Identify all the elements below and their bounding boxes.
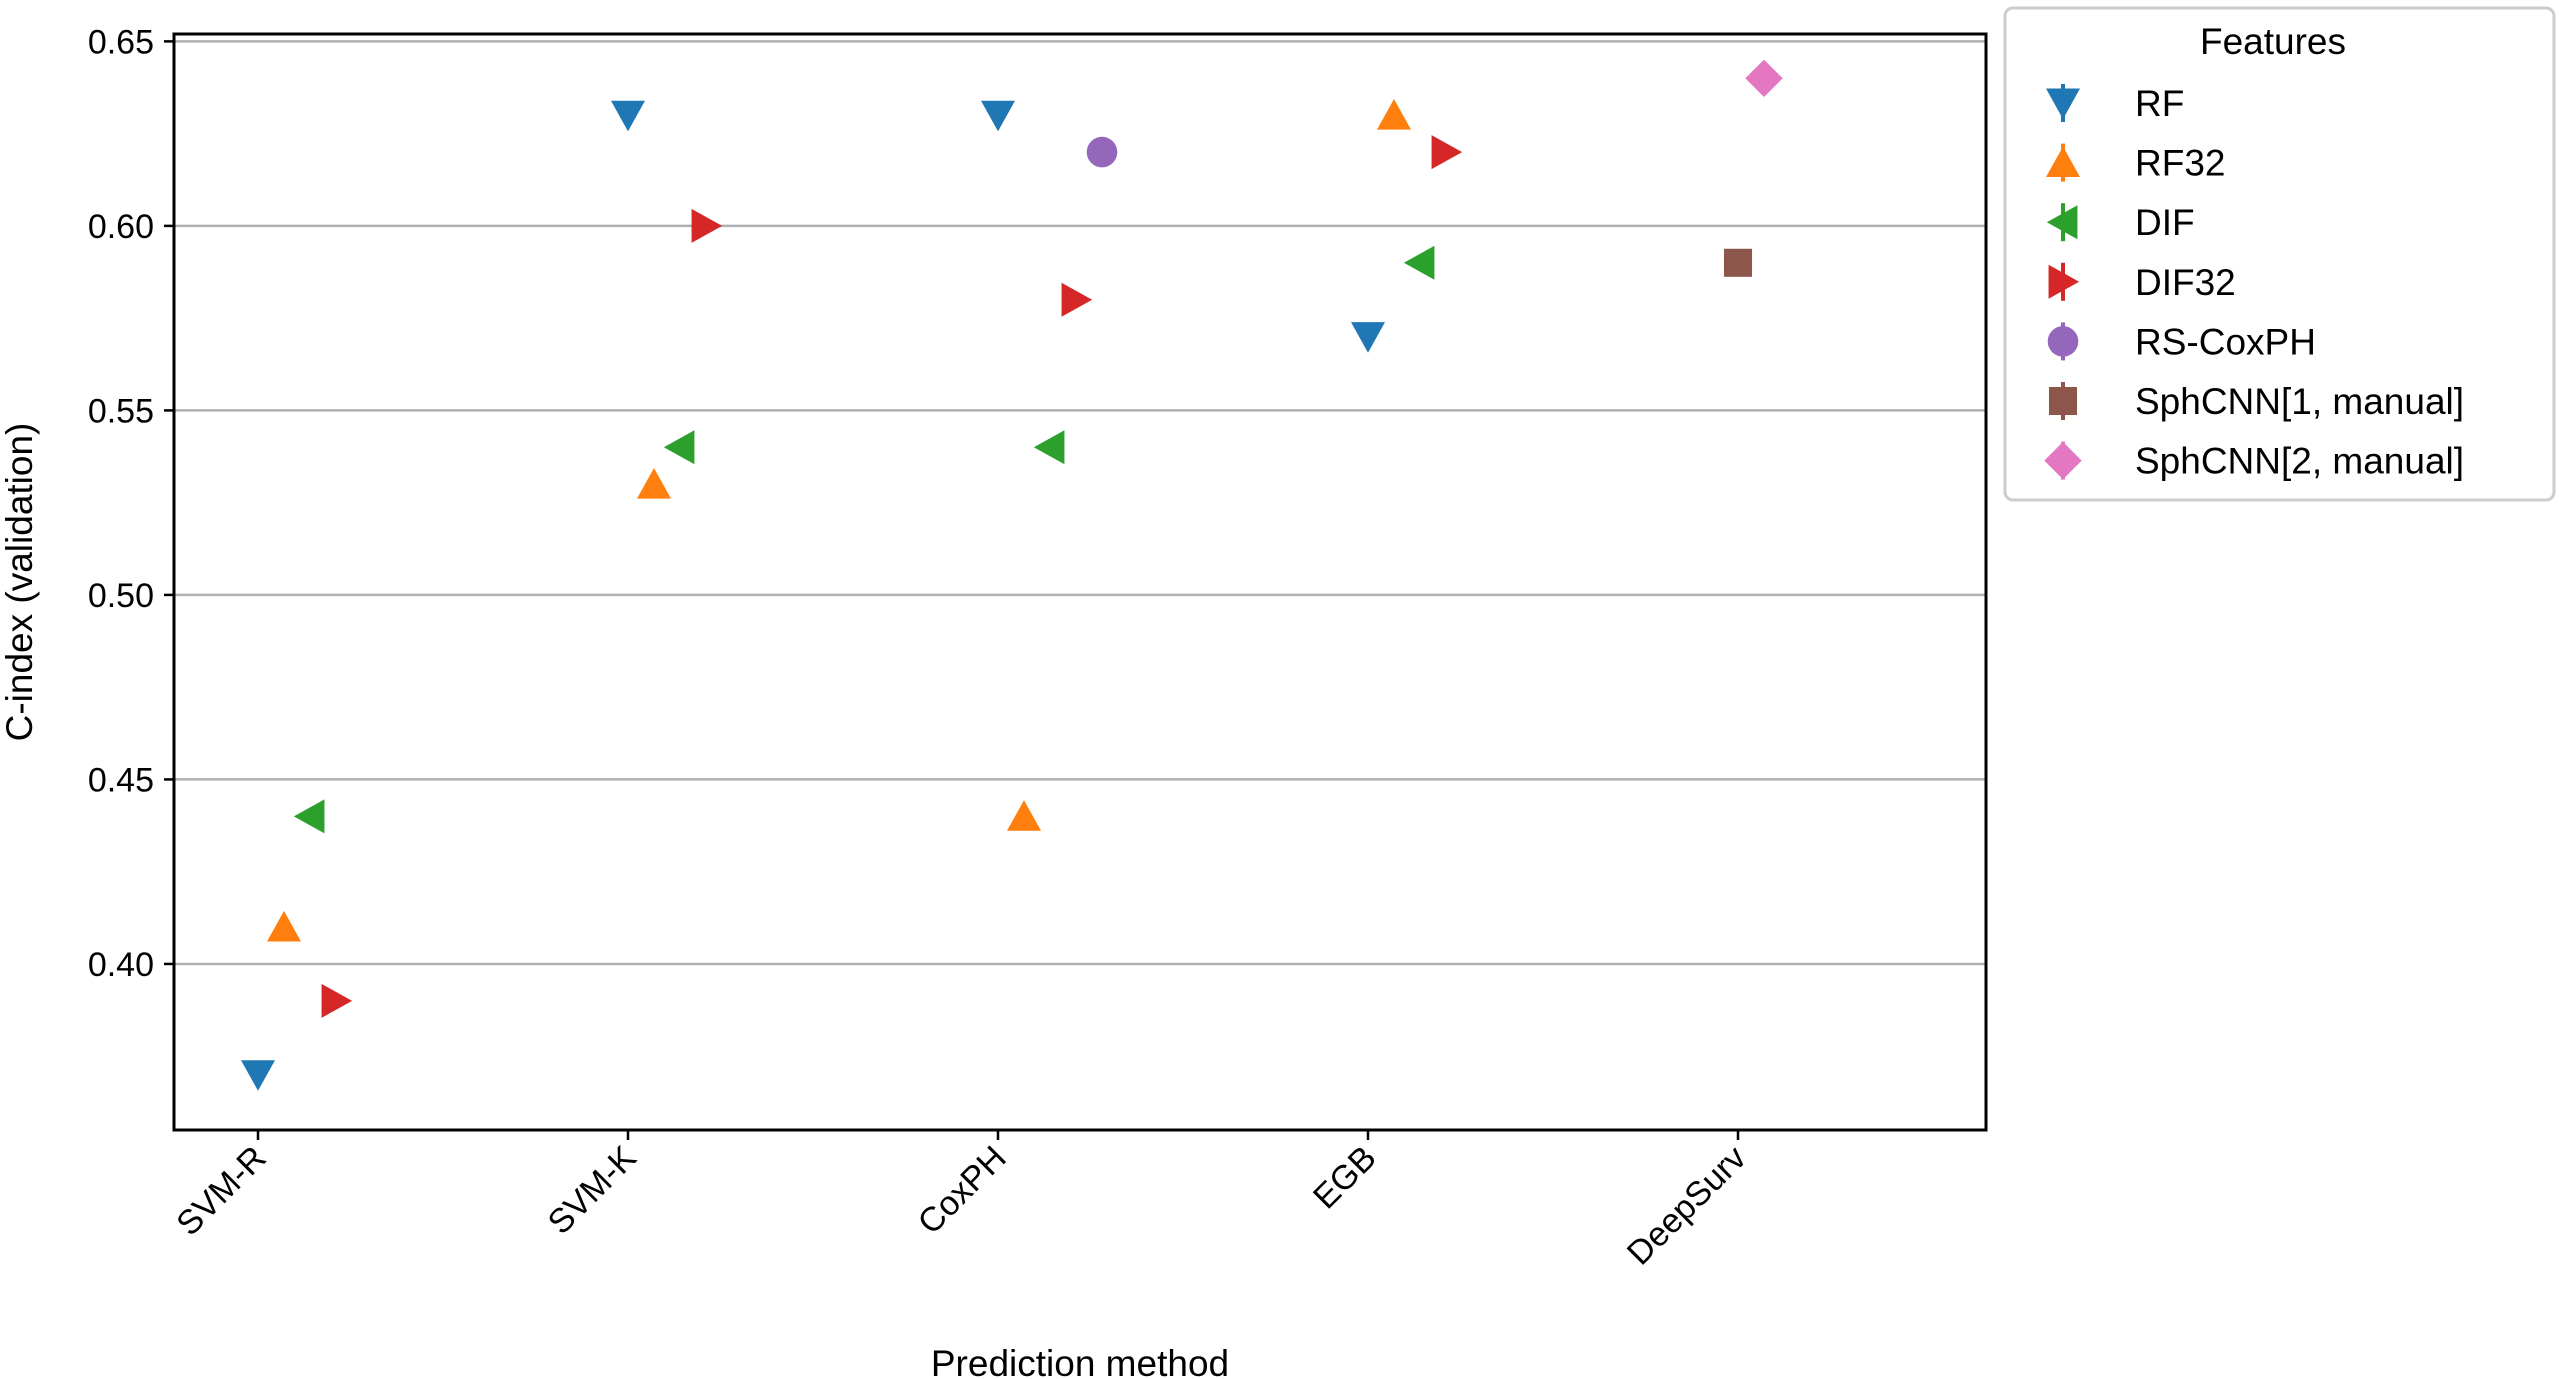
legend-entries: RF RF32 DIF DIF32 RS-CoxPH SphCNN[1, manual] S… [2044, 83, 2464, 482]
y-tick-label: 0.65 [88, 23, 154, 61]
data-points [241, 59, 1783, 1091]
data-point [663, 430, 695, 465]
legend-title: Features [2200, 21, 2346, 62]
y-axis-label: C-index (validation) [0, 423, 40, 742]
plot-frame [172, 32, 1988, 1132]
x-axis-label: Prediction method [931, 1343, 1229, 1379]
data-point [1431, 135, 1463, 170]
data-point [1086, 136, 1118, 168]
x-tick-label: EGB [1306, 1139, 1384, 1217]
legend-label: DIF32 [2135, 262, 2236, 303]
data-point [293, 799, 325, 834]
data-point [637, 468, 671, 499]
x-tick-label: DeepSurv [1620, 1139, 1754, 1273]
data-point [691, 208, 723, 243]
y-tick-label: 0.60 [88, 208, 154, 246]
x-tick-label: SVM-R [169, 1139, 273, 1243]
data-point [611, 100, 645, 132]
data-point [321, 983, 353, 1018]
legend-marker [2044, 441, 2082, 480]
data-point [267, 910, 301, 942]
grid-lines [174, 40, 1986, 966]
data-point [1007, 800, 1041, 831]
data-point [1745, 59, 1783, 97]
legend-label: DIF [2135, 202, 2195, 243]
legend-marker [2047, 326, 2079, 357]
y-tick-label: 0.45 [88, 761, 154, 799]
legend: Features RF RF32 DIF DIF32 RS-CoxPH SphCNN[1,… [2003, 6, 2556, 502]
y-axis-ticks: 0.40 0.45 0.50 0.55 0.60 0.65 [88, 23, 174, 984]
data-point [1723, 248, 1753, 277]
legend-marker [2048, 386, 2078, 416]
data-point [1033, 430, 1065, 465]
legend-box [2003, 6, 2556, 502]
legend-marker [2046, 205, 2078, 240]
data-point [241, 1060, 275, 1091]
data-point [1061, 282, 1093, 317]
y-tick-label: 0.40 [88, 946, 154, 984]
legend-label: SphCNN[2, manual] [2135, 441, 2464, 482]
legend-label: RF [2135, 83, 2184, 124]
y-tick-label: 0.50 [88, 577, 154, 615]
x-tick-label: SVM-K [541, 1139, 644, 1242]
data-point [981, 100, 1015, 132]
y-tick-label: 0.55 [88, 392, 154, 430]
legend-marker [2048, 264, 2080, 299]
legend-label: RS-CoxPH [2135, 321, 2316, 362]
legend-marker [2046, 88, 2080, 120]
legend-marker [2046, 146, 2080, 178]
x-tick-label: CoxPH [911, 1139, 1014, 1242]
legend-label: SphCNN[1, manual] [2135, 381, 2464, 422]
data-point [1377, 99, 1411, 130]
x-axis-ticks: SVM-R SVM-K CoxPH EGB DeepSurv [169, 1130, 1754, 1273]
legend-label: RF32 [2135, 143, 2225, 184]
data-point [1403, 245, 1435, 280]
data-point [1351, 322, 1385, 353]
